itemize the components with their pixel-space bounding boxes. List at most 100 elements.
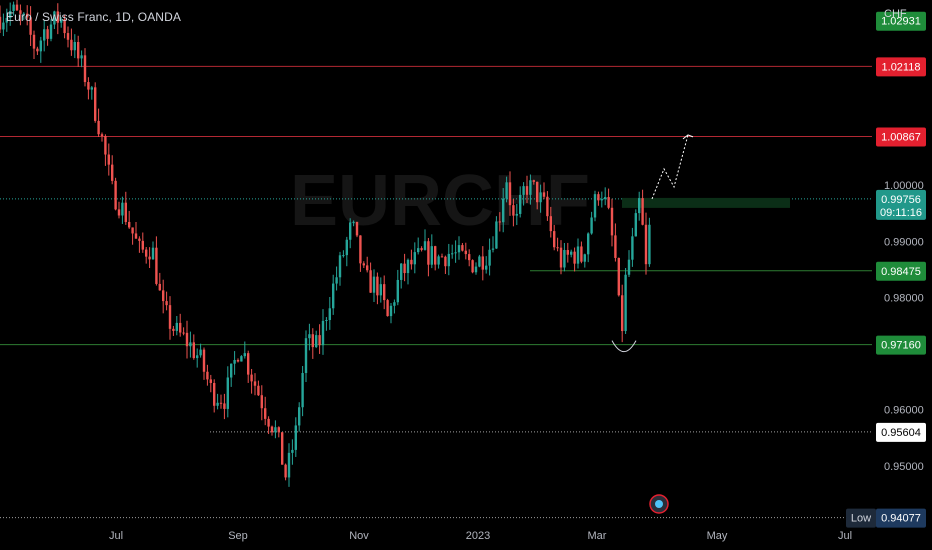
candle-body [495, 221, 498, 249]
target-zone[interactable] [622, 197, 790, 208]
candle-body [413, 252, 416, 265]
price-badge-label: 0.95604 [881, 427, 921, 439]
candle-body [308, 334, 311, 339]
candle-body [485, 265, 488, 270]
candle-body [53, 11, 56, 25]
price-badge [876, 261, 926, 281]
candle-body [369, 270, 372, 293]
candle-body [66, 33, 70, 40]
candle-body [383, 284, 386, 301]
candle-body [253, 381, 257, 386]
candle-body [400, 263, 403, 280]
candle-body [525, 186, 529, 195]
low-tag-label: Low [851, 513, 871, 525]
candle-body [87, 82, 90, 90]
candle-body [549, 216, 552, 232]
candle-body [471, 260, 474, 273]
candle-body [393, 302, 396, 306]
candle-body [77, 42, 80, 59]
candle-body [597, 194, 600, 201]
candle-body [529, 180, 532, 195]
candle-body [117, 209, 121, 216]
candle-body [318, 335, 321, 346]
candle-body [267, 418, 270, 427]
candle-body [386, 300, 389, 317]
candle-body [141, 240, 144, 250]
candle-body [342, 255, 345, 257]
candle-body [590, 217, 593, 234]
candle-body [396, 279, 399, 303]
candle-body [638, 198, 641, 214]
price-badge-label: 0.98475 [881, 266, 921, 278]
candle-body [9, 10, 12, 18]
candle-body [474, 266, 478, 273]
candle-body [165, 301, 168, 306]
candle-body [481, 256, 484, 270]
candle-body [461, 245, 464, 251]
candle-body [213, 382, 216, 406]
chart-title: Euro / Swiss Franc, 1D, OANDA [6, 10, 181, 24]
candle-body [131, 227, 134, 234]
candle-body [478, 256, 481, 267]
candle-body [440, 256, 444, 258]
candle-body [12, 4, 15, 11]
candle-body [532, 180, 535, 182]
price-badge-label: 1.02931 [881, 16, 921, 28]
candle-body [430, 246, 433, 265]
candle-body [321, 320, 325, 346]
y-axis-tick-label: 0.95000 [884, 461, 924, 473]
candle-body [298, 407, 301, 426]
candle-body [73, 42, 76, 51]
candle-body [559, 247, 563, 268]
y-axis-tick-label: 0.96000 [884, 405, 924, 417]
bottom-curve-annotation[interactable] [611, 340, 637, 353]
candle-body [542, 192, 546, 197]
candle-body [631, 236, 634, 260]
candle-body [274, 427, 277, 433]
candle-body [573, 251, 576, 264]
candle-body [437, 256, 440, 265]
price-badge [876, 335, 926, 355]
candle-body [22, 13, 25, 15]
candle-body [583, 254, 586, 262]
candle-body [189, 342, 192, 347]
candle-body [614, 235, 617, 258]
candle-body [345, 239, 348, 256]
candle-body [19, 10, 22, 14]
candle-body [226, 377, 229, 409]
price-badge [876, 127, 926, 147]
candle-body [427, 241, 430, 265]
candle-body [420, 248, 423, 250]
x-axis-tick-label: Nov [349, 530, 369, 542]
candle-body [39, 40, 42, 52]
candle-body [46, 29, 49, 39]
candle-body [114, 180, 117, 210]
projection-arrow[interactable] [651, 134, 689, 200]
candle-body [138, 238, 141, 241]
candle-body [546, 196, 549, 217]
y-axis-tick-label: 0.98000 [884, 292, 924, 304]
candle-body [145, 249, 148, 257]
candle-body [287, 452, 291, 478]
candle-body [124, 202, 127, 222]
candle-body [70, 39, 73, 51]
candle-body [26, 13, 29, 18]
candle-body [355, 221, 359, 236]
x-axis-tick-label: 2023 [466, 530, 490, 542]
candle-body [304, 338, 308, 374]
candle-body [172, 328, 175, 331]
candle-body [621, 295, 624, 332]
candle-body [491, 248, 495, 250]
candle-body [624, 274, 627, 332]
candle-body [566, 250, 569, 255]
candle-body [83, 55, 87, 83]
candle-body [372, 276, 376, 293]
candle-body [488, 249, 491, 266]
candle-body [199, 349, 202, 356]
price-badge-label: 1.02118 [882, 61, 921, 73]
candle-body [451, 253, 454, 255]
candle-body [328, 308, 331, 320]
candle-body [236, 359, 240, 362]
